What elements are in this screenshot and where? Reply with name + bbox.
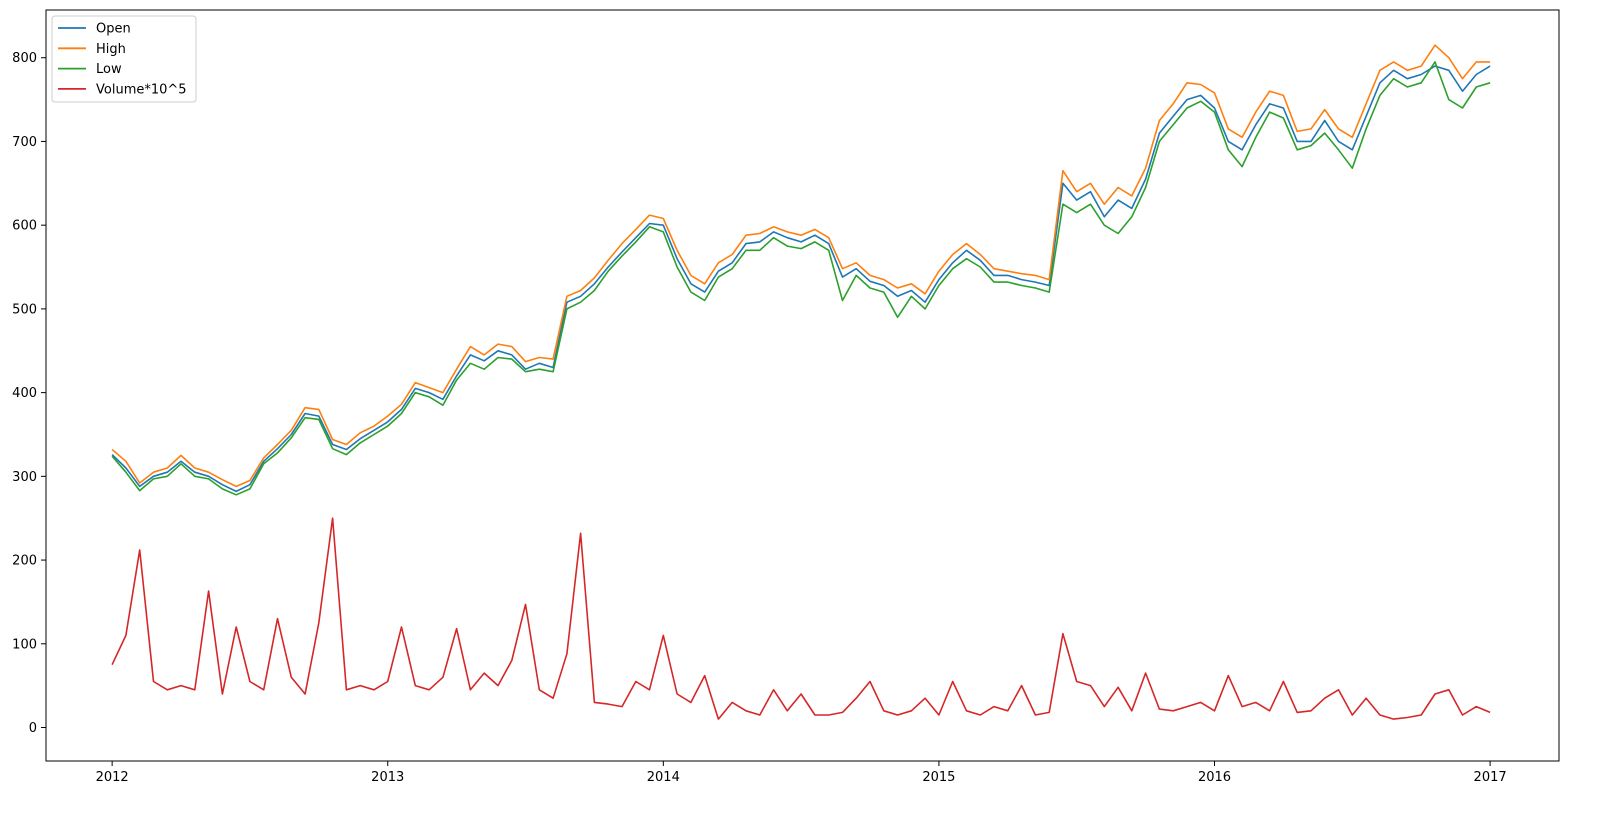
- y-tick-label: 700: [12, 135, 37, 150]
- y-tick-label: 800: [12, 51, 37, 66]
- x-tick-label: 2013: [371, 770, 404, 785]
- x-tick-label: 2014: [647, 770, 680, 785]
- x-tick-label: 2016: [1198, 770, 1231, 785]
- series-line-open: [111, 65, 1491, 493]
- legend-label: Low: [96, 62, 122, 77]
- series-line-low: [111, 61, 1491, 496]
- y-tick-label: 600: [12, 219, 37, 234]
- plot-frame: [45, 9, 1560, 762]
- legend: Open High Low Volume*10^5: [51, 15, 197, 103]
- y-tick-label: 300: [12, 470, 37, 485]
- series-layer: [111, 44, 1491, 720]
- y-tick-label: 100: [12, 637, 37, 652]
- legend-label: Open: [96, 22, 131, 37]
- y-tick-label: 200: [12, 554, 37, 569]
- y-tick-label: 0: [29, 721, 37, 736]
- series-line-high: [111, 44, 1491, 488]
- legend-box: [51, 15, 197, 103]
- y-tick-label: 500: [12, 302, 37, 317]
- axis-layer: 2012 2013 2014 2015 2016 2017 0 100 200 300 400 500…: [12, 51, 1506, 785]
- legend-label: Volume*10^5: [96, 82, 187, 97]
- x-tick-label: 2017: [1474, 770, 1507, 785]
- x-tick-label: 2012: [96, 770, 129, 785]
- legend-label: High: [96, 42, 126, 57]
- y-tick-label: 400: [12, 386, 37, 401]
- series-line-volume-10-5: [111, 517, 1491, 720]
- x-tick-label: 2015: [922, 770, 955, 785]
